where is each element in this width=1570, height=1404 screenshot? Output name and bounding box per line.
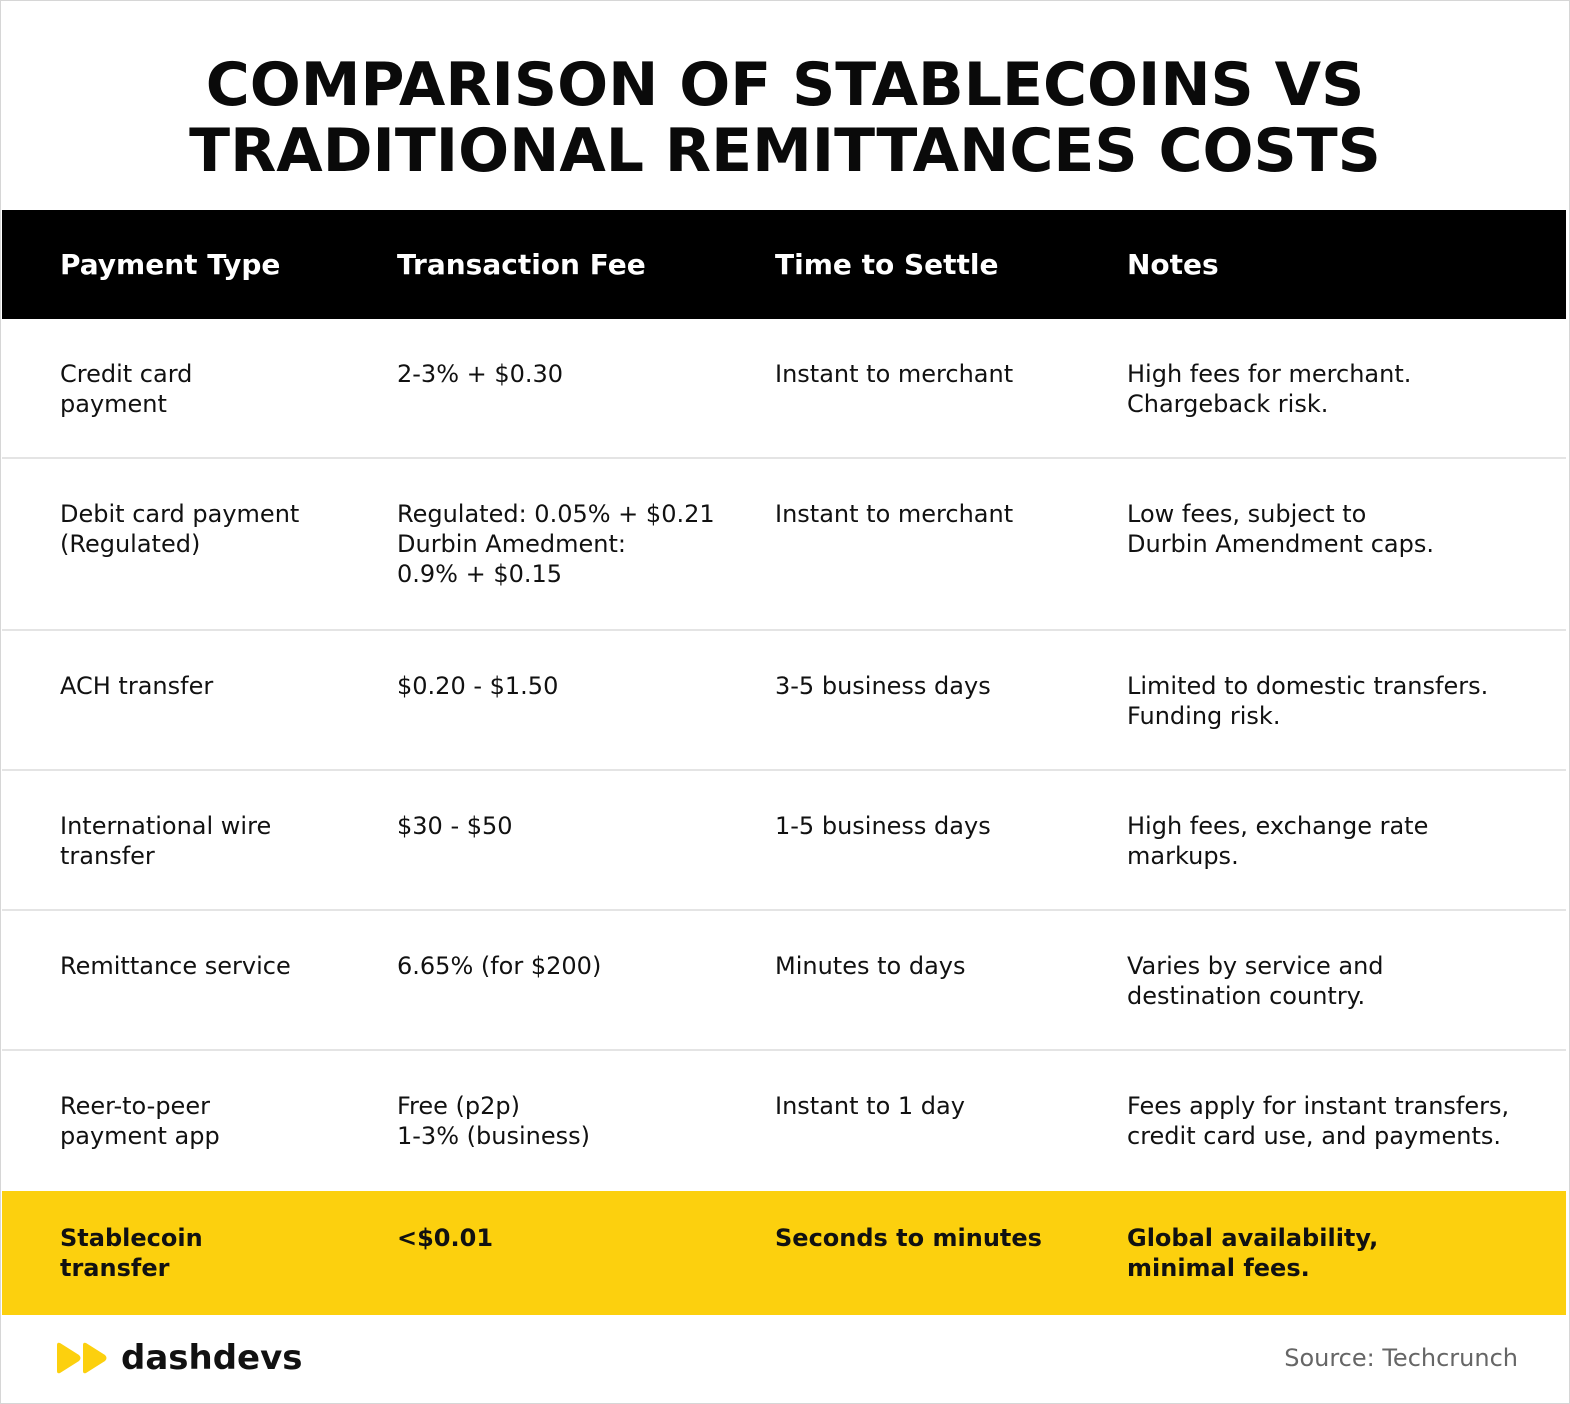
cell-time-to-settle: Instant to 1 day (775, 1092, 965, 1120)
cell-notes: Global availability, minimal fees. (1127, 1224, 1379, 1282)
cell-transaction-fee: $0.20 - $1.50 (397, 672, 559, 700)
cell-notes: Varies by service and destination countr… (1127, 952, 1384, 1010)
cell-time-to-settle: Instant to merchant (775, 360, 1014, 388)
cell-time-to-settle: 1-5 business days (775, 812, 991, 840)
table-row: Reer-to-peer payment app Free (p2p) 1-3%… (2, 1051, 1566, 1191)
source-credit: Source: Techcrunch (1284, 1344, 1518, 1372)
table-row: ACH transfer $0.20 - $1.50 3-5 business … (2, 631, 1566, 771)
cell-payment-type: Stablecoin transfer (60, 1224, 203, 1282)
double-chevron-play-icon (57, 1342, 107, 1374)
cell-transaction-fee: 6.65% (for $200) (397, 952, 602, 980)
cell-payment-type: Reer-to-peer payment app (60, 1092, 220, 1150)
header-notes: Notes (1127, 248, 1219, 281)
cell-payment-type: International wire transfer (60, 812, 272, 870)
table-row-highlighted-stablecoin: Stablecoin transfer <$0.01 Seconds to mi… (2, 1191, 1566, 1315)
brand-logo: dashdevs (55, 1338, 303, 1378)
cell-notes: High fees, exchange rate markups. (1127, 812, 1429, 870)
cell-time-to-settle: Seconds to minutes (775, 1224, 1042, 1252)
table-row: Remittance service 6.65% (for $200) Minu… (2, 911, 1566, 1051)
cell-time-to-settle: Instant to merchant (775, 500, 1014, 528)
title-line-2: TRADITIONAL REMITTANCES COSTS (189, 116, 1381, 186)
table-row: Credit card payment 2-3% + $0.30 Instant… (2, 319, 1566, 459)
cell-notes: Low fees, subject to Durbin Amendment ca… (1127, 500, 1434, 558)
table-row: International wire transfer $30 - $50 1-… (2, 771, 1566, 911)
page-title: COMPARISON OF STABLECOINS VS TRADITIONAL… (0, 52, 1570, 184)
cell-notes: Fees apply for instant transfers, credit… (1127, 1092, 1510, 1150)
brand-name: dashdevs (121, 1338, 303, 1378)
cell-transaction-fee: <$0.01 (397, 1224, 494, 1252)
cell-transaction-fee: Regulated: 0.05% + $0.21 Durbin Amedment… (397, 500, 715, 588)
cell-notes: High fees for merchant. Chargeback risk. (1127, 360, 1412, 418)
table-header: Payment Type Transaction Fee Time to Set… (2, 210, 1566, 319)
cell-payment-type: Debit card payment (Regulated) (60, 500, 300, 558)
cell-payment-type: Credit card payment (60, 360, 193, 418)
header-payment-type: Payment Type (60, 248, 281, 281)
header-time-to-settle: Time to Settle (775, 248, 999, 281)
cell-time-to-settle: 3-5 business days (775, 672, 991, 700)
cell-transaction-fee: Free (p2p) 1-3% (business) (397, 1092, 590, 1150)
table-row: Debit card payment (Regulated) Regulated… (2, 459, 1566, 631)
cell-notes: Limited to domestic transfers. Funding r… (1127, 672, 1489, 730)
cell-payment-type: Remittance service (60, 952, 291, 980)
cell-transaction-fee: $30 - $50 (397, 812, 513, 840)
footer: dashdevs Source: Techcrunch (0, 1314, 1570, 1402)
cell-transaction-fee: 2-3% + $0.30 (397, 360, 564, 388)
cell-time-to-settle: Minutes to days (775, 952, 966, 980)
title-line-1: COMPARISON OF STABLECOINS VS (205, 50, 1365, 120)
cell-payment-type: ACH transfer (60, 672, 214, 700)
header-transaction-fee: Transaction Fee (397, 248, 646, 281)
comparison-table: Payment Type Transaction Fee Time to Set… (2, 210, 1566, 1315)
